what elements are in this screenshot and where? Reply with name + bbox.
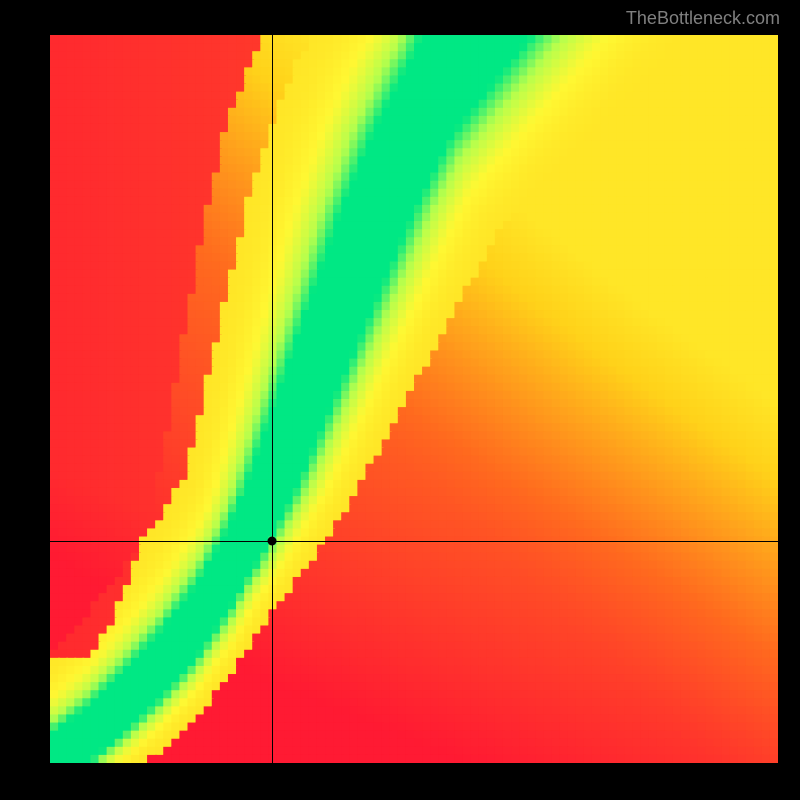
- heatmap-plot: [50, 35, 778, 763]
- watermark-text: TheBottleneck.com: [626, 8, 780, 29]
- crosshair-horizontal: [50, 541, 778, 542]
- crosshair-vertical: [272, 35, 273, 763]
- heatmap-canvas: [50, 35, 778, 763]
- crosshair-marker: [268, 536, 277, 545]
